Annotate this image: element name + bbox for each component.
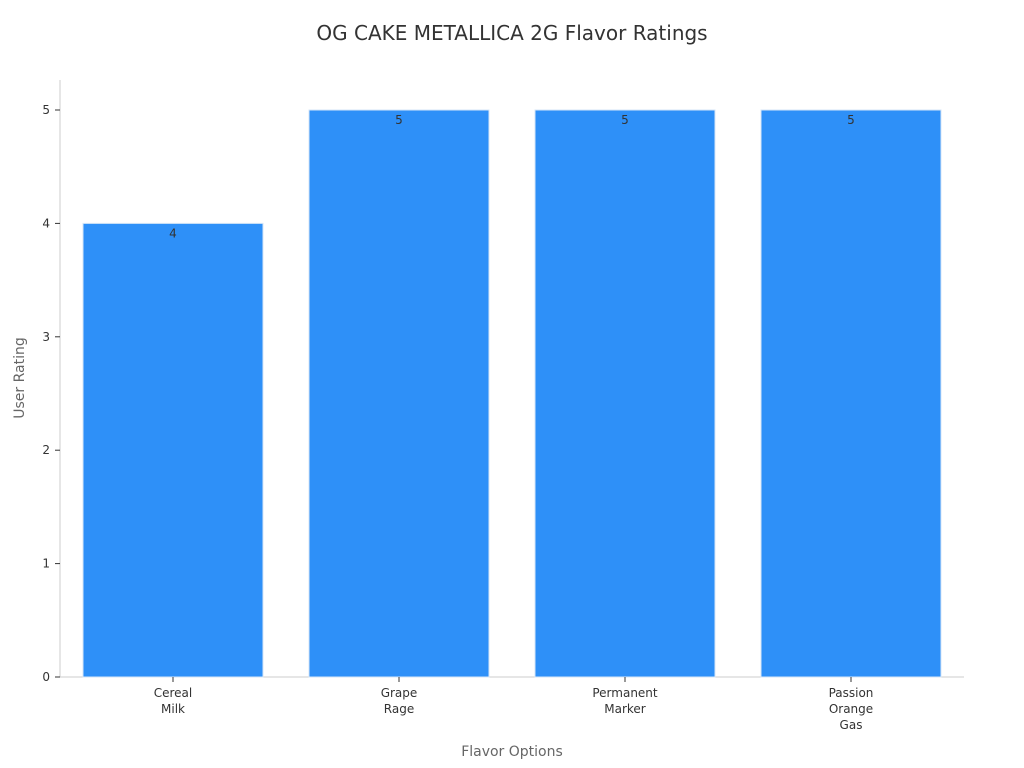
y-tick-label: 3 [42, 330, 50, 344]
x-tick-label-line: Marker [604, 702, 646, 716]
bars-group: 4 5 5 5 [82, 109, 942, 678]
x-tick-label-line: Permanent [592, 686, 658, 700]
bar-data-label: 5 [395, 113, 403, 127]
y-tick-label: 2 [42, 443, 50, 457]
y-tick-label: 1 [42, 557, 50, 571]
x-tick-label-line: Milk [161, 702, 185, 716]
bar [760, 109, 942, 678]
x-tick-label-line: Cereal [154, 686, 193, 700]
y-axis-ticks: 0 1 2 3 4 5 [42, 103, 60, 684]
bar-data-label: 5 [847, 113, 855, 127]
x-tick-label-line: Passion [829, 686, 874, 700]
x-tick-label-line: Grape [381, 686, 418, 700]
x-axis-ticks: Cereal Milk Grape Rage Permanent Marker Passio… [154, 677, 874, 732]
bar [534, 109, 716, 678]
x-tick-label: Permanent Marker [592, 686, 658, 716]
bar [308, 109, 490, 678]
bar-data-label: 4 [169, 226, 177, 240]
chart-title: OG CAKE METALLICA 2G Flavor Ratings [316, 21, 707, 45]
x-tick-label-line: Rage [384, 702, 414, 716]
x-tick-label: Passion Orange Gas [829, 686, 874, 732]
y-tick-label: 5 [42, 103, 50, 117]
x-axis-title: Flavor Options [461, 744, 563, 760]
y-axis-title: User Rating [12, 337, 28, 419]
x-tick-label-line: Gas [840, 718, 863, 732]
x-tick-label: Grape Rage [381, 686, 418, 716]
x-tick-label: Cereal Milk [154, 686, 193, 716]
x-tick-label-line: Orange [829, 702, 873, 716]
y-tick-label: 4 [42, 216, 50, 230]
bar-data-label: 5 [621, 113, 629, 127]
bar [82, 222, 264, 678]
y-tick-label: 0 [42, 670, 50, 684]
